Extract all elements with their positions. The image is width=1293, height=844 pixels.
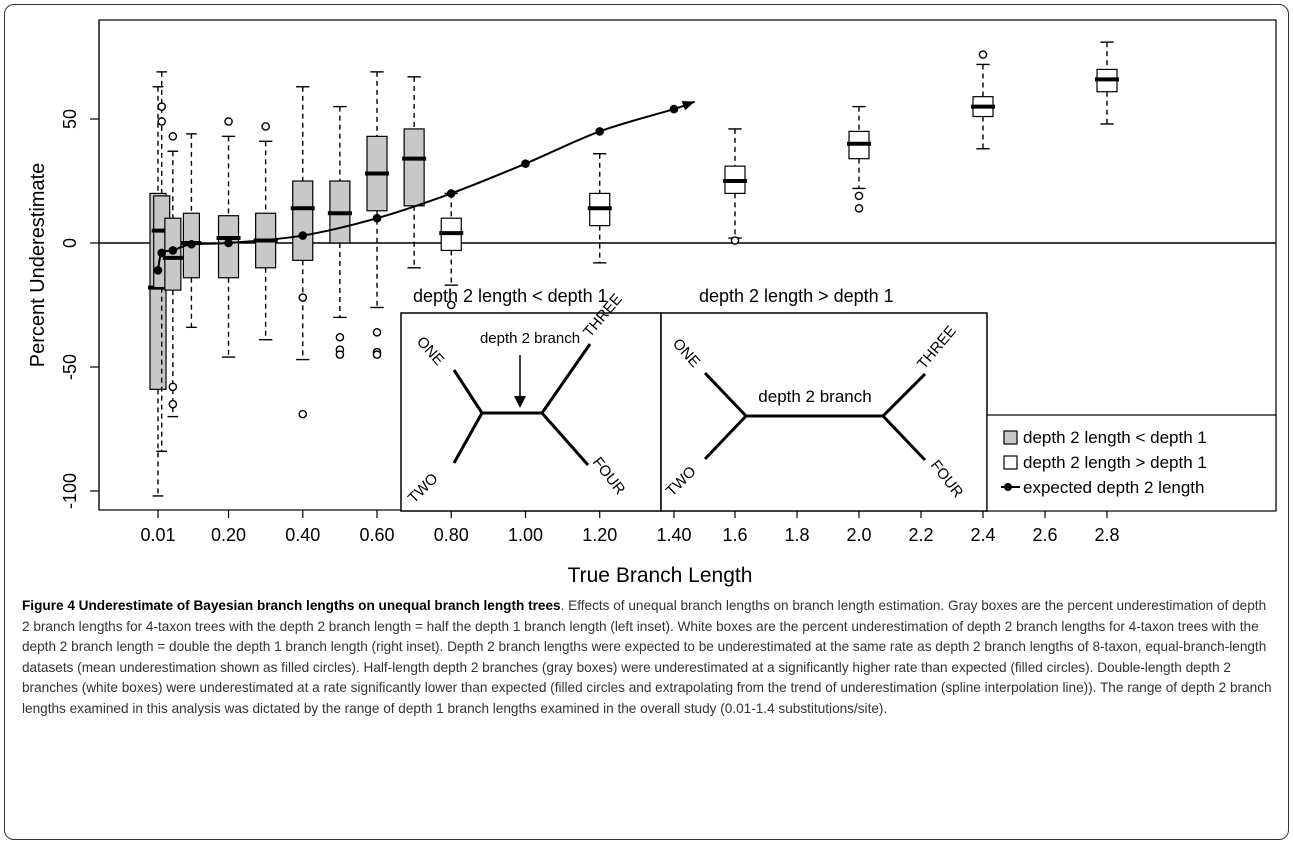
inset-right-box	[660, 312, 988, 512]
outlier-point	[372, 327, 382, 337]
x-tick-label: 0.80	[434, 525, 469, 545]
legend-label-white: depth 2 length > depth 1	[1023, 453, 1207, 472]
box-white	[971, 50, 995, 150]
outlier-point	[446, 300, 456, 310]
legend: depth 2 length < depth 1 depth 2 length …	[986, 414, 1277, 512]
legend-label-gray: depth 2 length < depth 1	[1023, 428, 1207, 447]
expected-point	[595, 127, 605, 136]
figure-caption: Figure 4 Underestimate of Bayesian branc…	[22, 596, 1272, 720]
box-plot-chart: -100 -50 0 50 0.01 0.20 0.40 0.60 0.80 1.00 1.20 1…	[27, 19, 1277, 587]
box-white	[1095, 41, 1119, 125]
expected-point	[669, 104, 679, 114]
outlier-point	[854, 203, 864, 213]
x-tick-label: 2.4	[970, 525, 995, 545]
inset-left-title: depth 2 length < depth 1	[413, 286, 608, 306]
legend-label-line: expected depth 2 length	[1023, 478, 1204, 497]
outlier-point	[168, 399, 178, 409]
box-gray	[253, 122, 278, 341]
outlier-point	[168, 132, 178, 141]
expected-point	[298, 231, 308, 240]
outlier-point	[978, 50, 988, 59]
expected-point	[446, 189, 456, 198]
caption-title: Figure 4 Underestimate of Bayesian branc…	[22, 598, 561, 613]
expected-point	[157, 248, 167, 258]
outlier-point	[854, 191, 864, 201]
outlier-point	[157, 102, 167, 111]
expected-point	[153, 265, 163, 275]
x-tick-label: 0.01	[140, 525, 175, 545]
expected-point	[168, 246, 178, 255]
outlier-point	[372, 350, 382, 359]
y-tick-label: 0	[60, 238, 80, 248]
x-tick-label: 2.2	[908, 525, 933, 545]
x-tick-label: 1.20	[582, 525, 617, 545]
y-tick-label: 50	[60, 109, 80, 129]
legend-gray-swatch	[1003, 430, 1018, 445]
figure-frame	[4, 4, 1289, 840]
inset-right: depth 2 length > depth 1 depth 2 branch …	[660, 286, 988, 512]
expected-point	[372, 213, 382, 223]
box-iqr	[292, 180, 314, 261]
x-tick-label: 2.0	[846, 525, 871, 545]
box-white	[587, 153, 612, 264]
branch-pointer-arrowhead	[514, 396, 526, 408]
x-tick-label: 1.00	[508, 525, 543, 545]
legend-dot-swatch	[1004, 483, 1012, 491]
tree-left	[452, 343, 592, 466]
outlier-point	[298, 293, 308, 302]
outlier-point	[157, 117, 167, 126]
outlier-point	[168, 382, 178, 392]
outlier-point	[335, 332, 345, 342]
x-tick-label: 0.40	[285, 525, 320, 545]
outlier-point	[261, 122, 270, 131]
outlier-point	[335, 350, 345, 359]
expected-point	[224, 238, 233, 248]
box-gray	[327, 105, 352, 359]
legend-box	[986, 414, 1277, 512]
box-white	[847, 105, 871, 213]
expected-arrowhead	[681, 100, 695, 111]
box-gray	[181, 133, 202, 329]
inset-left-branch-label: depth 2 branch	[480, 330, 580, 347]
x-tick-label: 2.6	[1032, 525, 1057, 545]
inset-left: depth 2 length < depth 1 depth 2 branch …	[400, 286, 662, 512]
x-tick-label: 0.60	[359, 525, 394, 545]
inset-right-branch-label: depth 2 branch	[758, 387, 871, 406]
box-gray	[290, 86, 315, 419]
x-tick-label: 0.20	[211, 525, 246, 545]
x-axis-label: True Branch Length	[568, 564, 753, 587]
outlier-point	[298, 409, 308, 419]
x-tick-label: 1.6	[722, 525, 747, 545]
expected-point	[521, 159, 530, 168]
y-axis: -100 -50 0 50	[60, 20, 100, 510]
box-iqr	[403, 128, 425, 207]
caption-body: . Effects of unequal branch lengths on b…	[22, 598, 1272, 716]
expected-point	[187, 239, 196, 249]
tree-right	[703, 371, 927, 462]
legend-white-swatch	[1003, 455, 1018, 470]
x-tick-label: 2.8	[1094, 525, 1119, 545]
outlier-point	[224, 117, 233, 126]
box-gray	[148, 86, 168, 497]
y-axis-label: Percent Underestimate	[27, 163, 49, 368]
outlier-point	[730, 236, 740, 245]
box-gray	[365, 71, 390, 359]
box-gray	[216, 117, 241, 358]
x-tick-label: 1.40	[656, 525, 691, 545]
expected-line-layer	[153, 100, 696, 275]
x-tick-label: 1.8	[784, 525, 809, 545]
y-tick-label: -100	[60, 473, 80, 509]
x-axis: 0.01 0.20 0.40 0.60 0.80 1.00 1.20 1.40 1.6 1.8 2.…	[140, 510, 1120, 545]
y-tick-label: -50	[60, 354, 80, 380]
inset-right-title: depth 2 length > depth 1	[699, 286, 894, 306]
box-white	[723, 128, 747, 245]
